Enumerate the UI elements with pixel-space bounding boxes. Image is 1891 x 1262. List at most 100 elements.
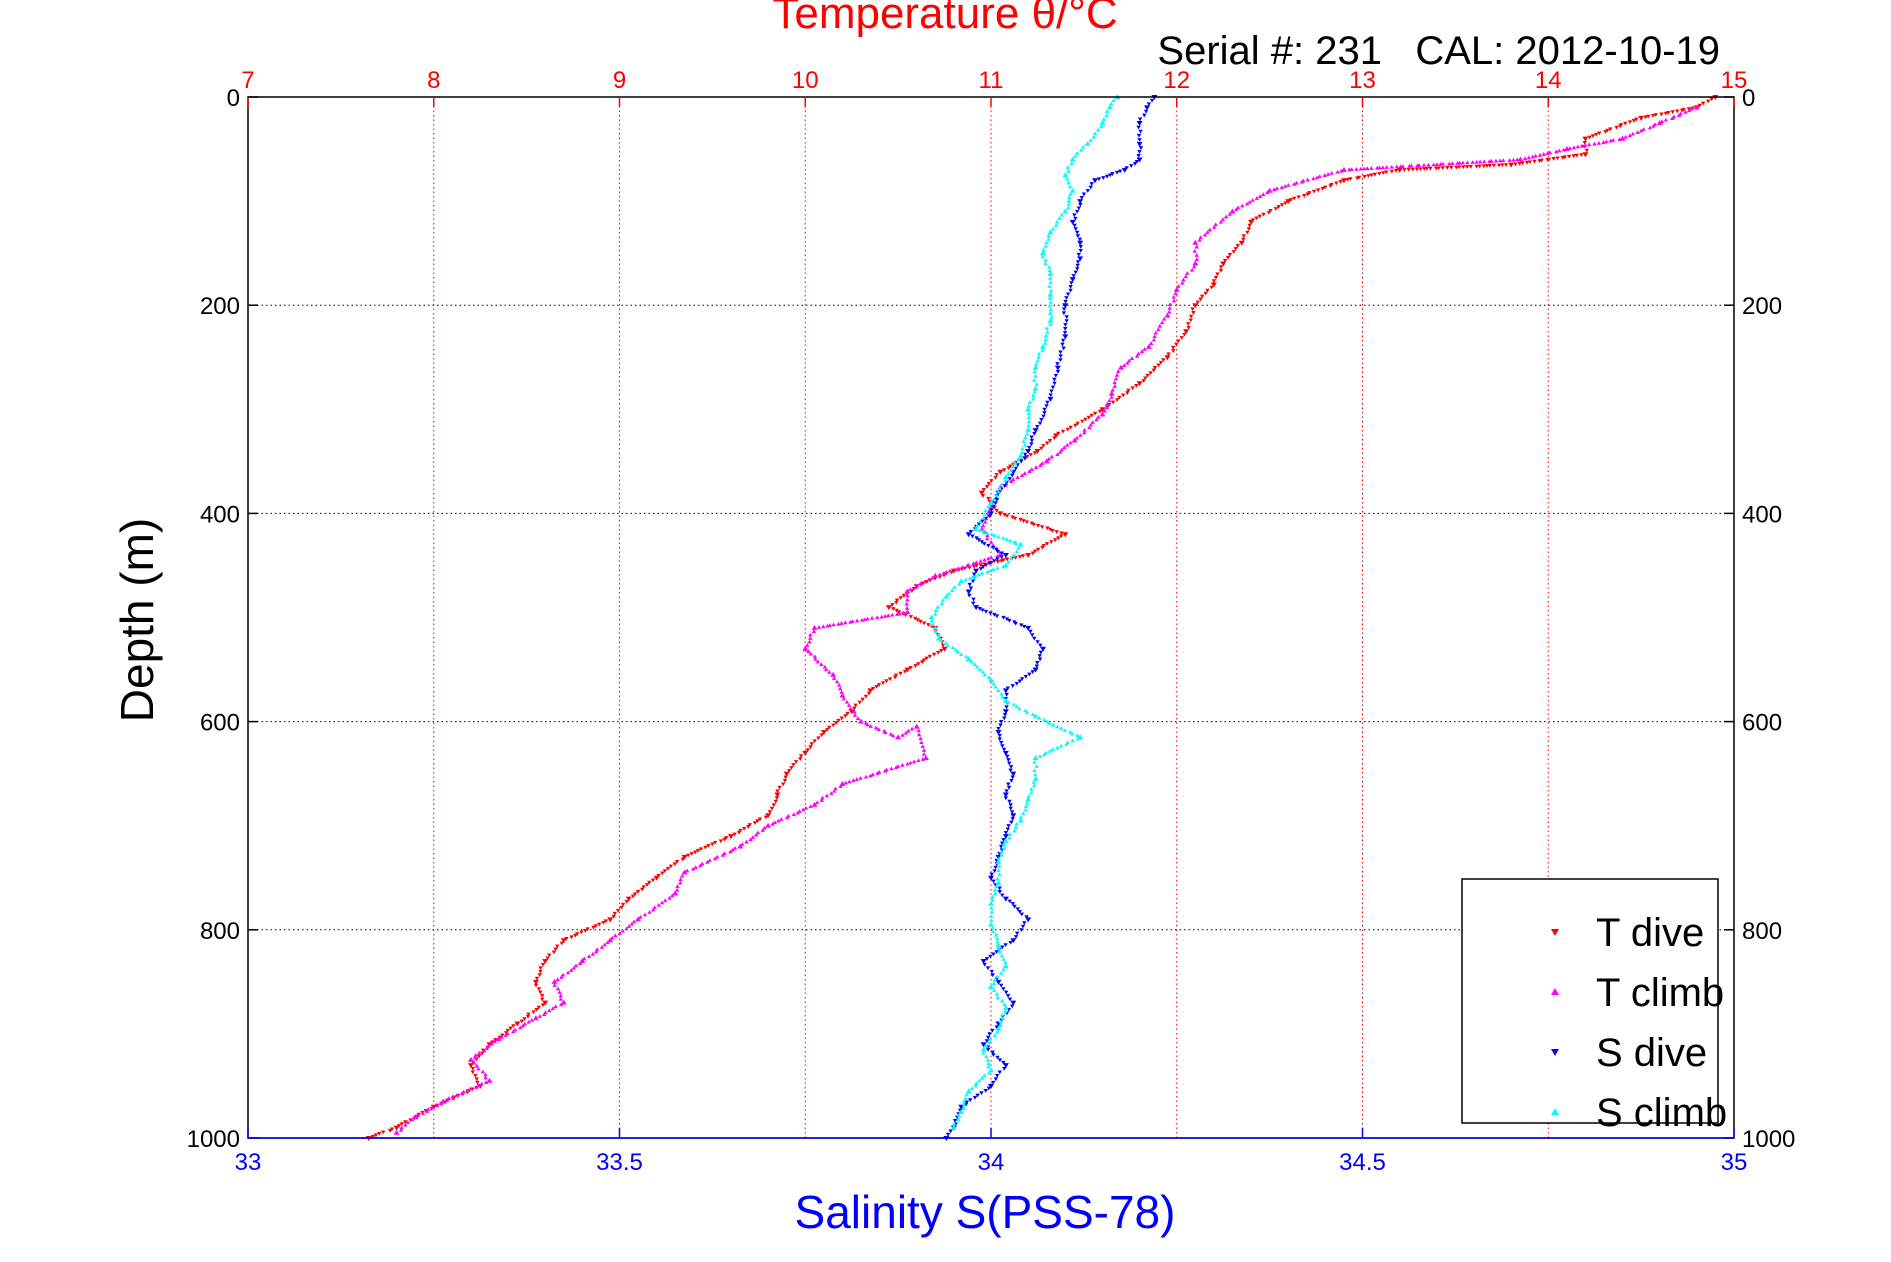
data-point xyxy=(1110,400,1116,405)
data-point xyxy=(855,716,861,720)
data-point xyxy=(748,837,753,842)
data-point xyxy=(1114,170,1120,175)
data-point xyxy=(964,1100,969,1105)
data-point xyxy=(865,616,870,621)
data-point xyxy=(965,589,972,595)
data-point xyxy=(1366,174,1371,179)
data-point xyxy=(1025,625,1032,631)
data-point xyxy=(1035,358,1040,363)
data-point xyxy=(1028,453,1033,457)
data-point xyxy=(1069,277,1076,283)
data-point xyxy=(1023,807,1028,812)
data-point xyxy=(1087,425,1092,430)
data-point xyxy=(492,1039,497,1044)
data-point xyxy=(1192,260,1199,266)
data-point xyxy=(961,1099,967,1104)
data-point xyxy=(706,844,711,848)
data-point xyxy=(969,659,974,664)
data-point xyxy=(1108,390,1115,396)
data-point xyxy=(955,650,960,654)
data-point xyxy=(1003,943,1008,948)
data-point xyxy=(995,879,1002,885)
data-point xyxy=(1223,214,1229,219)
data-point xyxy=(1545,158,1550,162)
data-point xyxy=(1003,1009,1008,1013)
data-point xyxy=(659,900,665,905)
data-point xyxy=(1180,280,1185,285)
data-point xyxy=(1043,458,1050,464)
data-point xyxy=(1059,447,1065,452)
data-point xyxy=(1136,125,1141,130)
data-point xyxy=(1611,137,1616,142)
data-point xyxy=(991,988,997,993)
data-point xyxy=(1055,724,1060,729)
data-point xyxy=(997,469,1004,475)
data-point xyxy=(1004,537,1010,542)
data-point xyxy=(1032,636,1037,641)
data-point xyxy=(821,624,826,629)
data-point xyxy=(632,892,638,897)
data-point xyxy=(1081,144,1086,149)
data-point xyxy=(1026,415,1032,420)
data-point xyxy=(1136,157,1143,163)
data-point xyxy=(760,828,765,832)
data-point xyxy=(703,845,708,850)
data-point xyxy=(988,954,993,959)
data-point xyxy=(678,880,683,885)
data-point xyxy=(1279,203,1285,208)
data-point xyxy=(1143,109,1149,114)
data-point xyxy=(990,545,996,550)
data-point xyxy=(538,966,543,971)
data-point xyxy=(1192,264,1197,269)
data-point xyxy=(1279,185,1285,190)
data-point xyxy=(1029,787,1034,791)
data-point xyxy=(1048,288,1054,293)
data-point xyxy=(1032,385,1039,391)
data-point xyxy=(952,585,957,589)
data-point xyxy=(624,899,629,904)
data-point xyxy=(1415,163,1420,168)
data-point xyxy=(967,576,973,581)
data-point xyxy=(867,688,874,694)
data-point xyxy=(1071,274,1076,278)
data-point xyxy=(1099,124,1104,129)
data-point xyxy=(424,1109,430,1113)
data-point xyxy=(1014,931,1020,936)
data-point xyxy=(974,536,979,541)
data-point xyxy=(995,876,1000,881)
data-point xyxy=(1004,514,1010,519)
data-point xyxy=(526,1019,531,1024)
data-point xyxy=(656,902,661,907)
data-point xyxy=(823,667,829,672)
data-point xyxy=(1099,411,1106,417)
data-point xyxy=(774,792,781,798)
data-point xyxy=(1134,384,1139,388)
data-point xyxy=(1032,369,1037,374)
data-point xyxy=(918,619,923,624)
data-point xyxy=(1025,448,1032,454)
data-point xyxy=(1183,274,1189,279)
data-point xyxy=(974,560,979,564)
data-point xyxy=(1617,137,1622,141)
data-point xyxy=(1032,759,1037,764)
data-point xyxy=(560,999,567,1005)
data-point xyxy=(1011,552,1017,557)
data-point xyxy=(435,1103,440,1108)
data-point xyxy=(1110,172,1115,176)
data-point xyxy=(1302,193,1307,198)
data-point xyxy=(991,952,996,957)
data-point xyxy=(752,821,758,826)
data-point xyxy=(924,656,929,661)
data-point xyxy=(1041,752,1047,757)
data-point xyxy=(908,760,913,765)
data-point xyxy=(1001,987,1006,991)
data-point xyxy=(1026,419,1032,424)
data-point xyxy=(537,973,542,978)
data-point xyxy=(1396,167,1403,173)
data-point xyxy=(985,556,991,561)
data-point xyxy=(681,854,688,860)
data-point xyxy=(989,508,994,513)
data-point xyxy=(755,819,760,824)
data-point xyxy=(1015,475,1020,479)
